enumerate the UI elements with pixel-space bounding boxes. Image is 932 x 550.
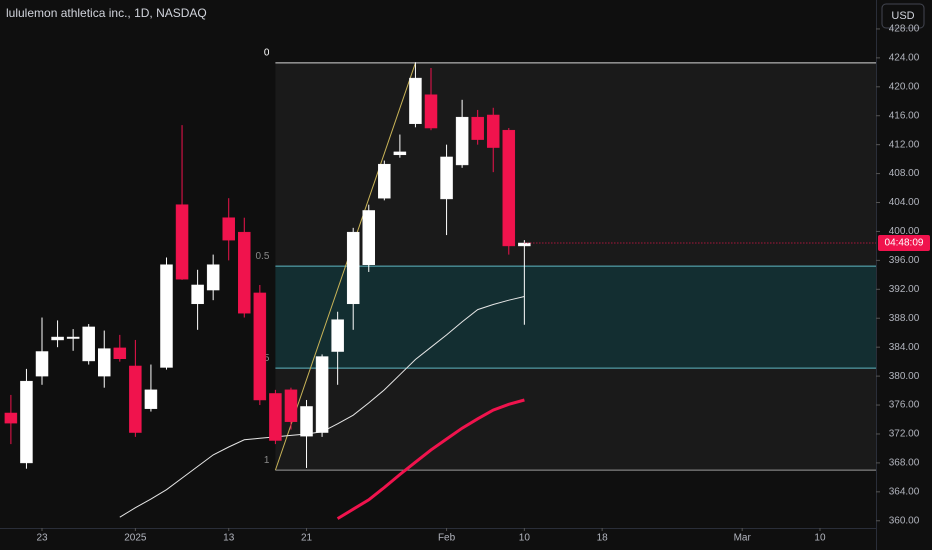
candle-body	[440, 156, 453, 200]
candle-body	[144, 389, 158, 409]
candle-body	[346, 231, 360, 305]
x-tick-label: Feb	[438, 533, 456, 544]
candle-body	[160, 264, 173, 368]
y-tick-label: 368.00	[889, 458, 920, 469]
currency-button[interactable]	[881, 3, 925, 29]
y-tick-label: 408.00	[889, 168, 920, 179]
candle-body	[129, 365, 142, 433]
candle-body	[97, 348, 111, 377]
candle-body	[393, 151, 407, 156]
candle-body	[378, 163, 391, 199]
candle-body	[206, 264, 220, 291]
y-tick-label: 376.00	[889, 400, 920, 411]
y-tick-label: 400.00	[889, 226, 920, 237]
candle-body	[424, 94, 438, 129]
y-tick-label: 420.00	[889, 81, 920, 92]
y-tick-label: 404.00	[889, 197, 920, 208]
x-tick-label: 13	[223, 533, 235, 544]
candle-body	[66, 336, 80, 339]
fib-label: 0.5	[255, 251, 269, 262]
candle-body	[409, 77, 422, 124]
candle-body	[284, 389, 298, 422]
y-tick-label: 412.00	[889, 139, 920, 150]
y-tick-label: 372.00	[889, 429, 920, 440]
candle-body	[222, 217, 235, 241]
candle-body	[300, 406, 313, 437]
x-tick-label: 2025	[124, 533, 147, 544]
x-tick-label: Mar	[734, 533, 752, 544]
x-tick-label: 18	[597, 533, 609, 544]
currency-label: USD	[891, 10, 914, 22]
ma-line	[336, 398, 525, 520]
countdown-label: 04:48:09	[885, 238, 924, 249]
candle-body	[113, 347, 127, 360]
candle-body	[175, 204, 189, 280]
fib-zone	[275, 368, 876, 471]
x-tick-label: 21	[301, 533, 313, 544]
candle-body	[502, 129, 516, 247]
candle-body	[238, 231, 251, 314]
candle-body	[315, 356, 329, 433]
y-tick-label: 424.00	[889, 53, 920, 64]
y-tick-label: 360.00	[889, 515, 920, 526]
candle-body	[35, 351, 49, 377]
trend-line	[274, 62, 416, 471]
y-tick-label: 364.00	[889, 486, 920, 497]
y-tick-label: 380.00	[889, 371, 920, 382]
candle-body	[471, 116, 484, 140]
y-tick-label: 428.00	[889, 24, 920, 35]
candle-body	[362, 210, 376, 265]
candle-body	[4, 412, 18, 424]
y-tick-label: 396.00	[889, 255, 920, 266]
candle-body	[253, 292, 267, 401]
candle-body	[455, 116, 469, 166]
y-tick-label: 388.00	[889, 313, 920, 324]
fib-label: 1	[264, 455, 270, 466]
candle-body	[486, 114, 500, 148]
x-tick-label: 10	[519, 533, 531, 544]
chart-title: lululemon athletica inc., 1D, NASDAQ	[6, 6, 207, 20]
candle-body	[191, 284, 204, 305]
candle-body	[20, 380, 33, 464]
plot-area: 00.50.51	[4, 48, 876, 520]
y-tick-label: 416.00	[889, 110, 920, 121]
y-tick-label: 392.00	[889, 284, 920, 295]
candle-body	[51, 336, 64, 341]
x-tick-label: 23	[36, 533, 48, 544]
fib-zone	[275, 266, 876, 369]
fib-label: 0	[264, 48, 270, 59]
candle-body	[269, 393, 282, 441]
fib-zone	[275, 62, 876, 267]
price-label-box	[878, 235, 930, 252]
y-tick-label: 384.00	[889, 342, 920, 353]
candle-body	[331, 319, 344, 352]
x-tick-label: 10	[814, 533, 826, 544]
candle-body	[82, 326, 95, 362]
